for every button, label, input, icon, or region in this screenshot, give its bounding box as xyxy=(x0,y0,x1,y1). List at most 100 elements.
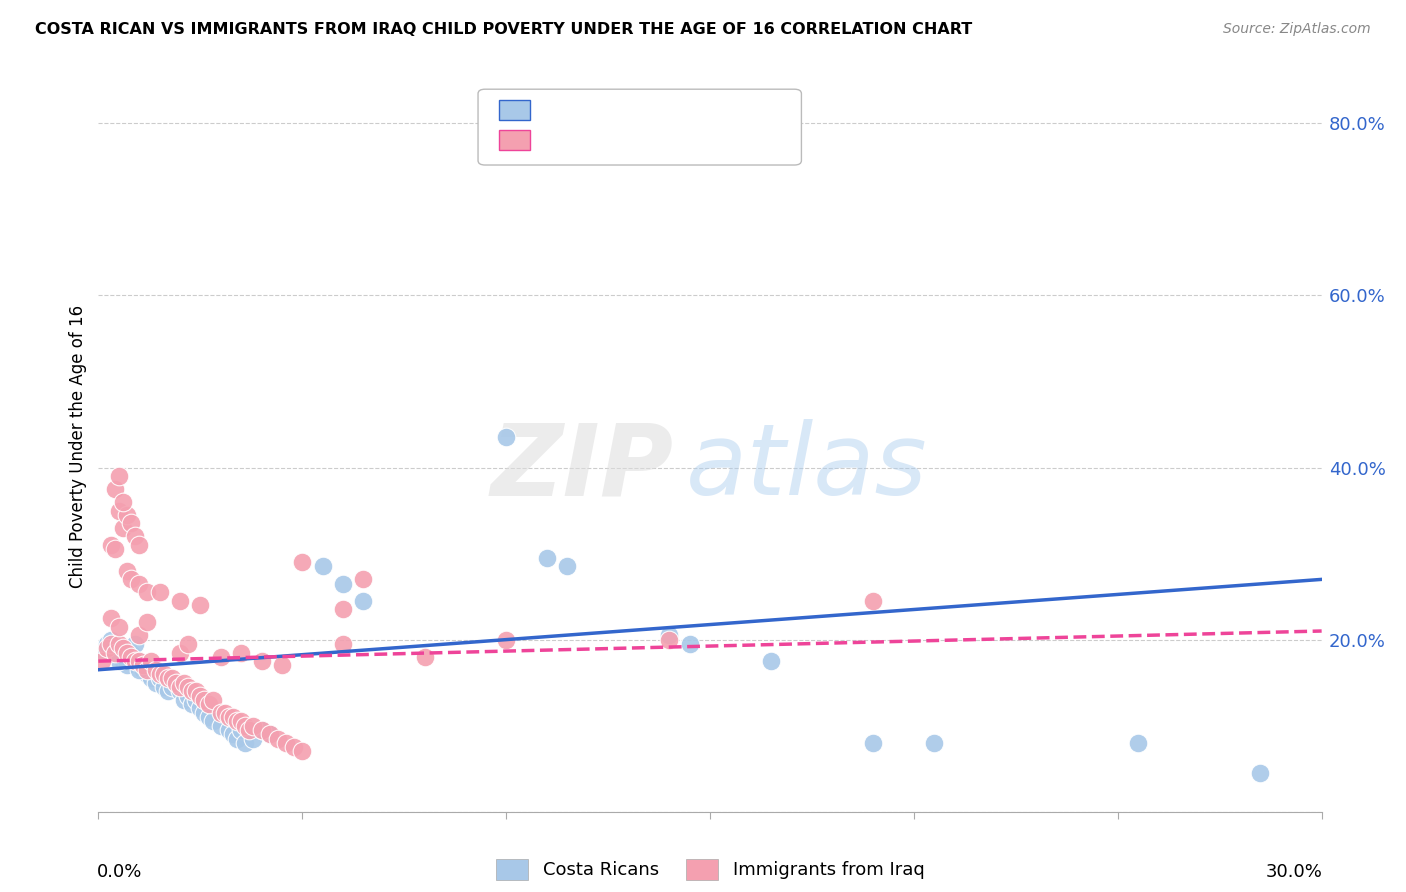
Point xyxy=(136,615,159,630)
Point xyxy=(332,602,354,616)
Point xyxy=(761,654,783,668)
Point xyxy=(201,714,224,729)
Point xyxy=(115,508,138,522)
Point xyxy=(169,594,191,608)
Point xyxy=(188,598,212,612)
Point xyxy=(108,503,131,517)
Point xyxy=(922,736,945,750)
Point xyxy=(291,555,314,569)
Point xyxy=(160,680,183,694)
Point xyxy=(128,654,150,668)
Point xyxy=(120,646,142,660)
Point xyxy=(862,594,884,608)
Point xyxy=(169,646,191,660)
Point xyxy=(124,529,146,543)
Text: 0.0%: 0.0% xyxy=(97,863,142,881)
Point xyxy=(141,671,163,685)
Point xyxy=(352,594,374,608)
Point xyxy=(128,663,150,677)
Point xyxy=(259,727,281,741)
Point xyxy=(536,550,558,565)
Point xyxy=(233,719,256,733)
Point xyxy=(209,706,232,720)
Point xyxy=(156,671,179,685)
Point xyxy=(352,573,374,587)
Point xyxy=(270,658,294,673)
Point xyxy=(177,637,200,651)
Point xyxy=(679,637,702,651)
Point xyxy=(145,675,167,690)
Point xyxy=(186,693,208,707)
Point xyxy=(658,628,681,642)
Point xyxy=(222,727,245,741)
Point xyxy=(250,723,273,737)
Point xyxy=(124,637,146,651)
Point xyxy=(197,697,219,711)
Point xyxy=(312,559,335,574)
Point xyxy=(165,675,187,690)
Point xyxy=(226,714,249,729)
Point xyxy=(136,667,159,681)
Point xyxy=(108,649,131,664)
Point xyxy=(658,632,681,647)
Point xyxy=(104,542,127,557)
Point xyxy=(145,663,167,677)
Point xyxy=(283,740,305,755)
Point xyxy=(104,646,127,660)
Point xyxy=(238,723,260,737)
Point xyxy=(152,680,174,694)
Point xyxy=(267,731,290,746)
Point xyxy=(115,646,138,660)
Text: R = 0.033   N = 79: R = 0.033 N = 79 xyxy=(538,131,709,149)
Point xyxy=(115,658,138,673)
Point xyxy=(242,731,264,746)
Point xyxy=(218,723,240,737)
Point xyxy=(128,654,150,668)
Point xyxy=(128,538,150,552)
Point xyxy=(124,654,146,668)
Point xyxy=(165,675,187,690)
Point xyxy=(231,646,253,660)
Legend: Costa Ricans, Immigrants from Iraq: Costa Ricans, Immigrants from Iraq xyxy=(488,852,932,887)
Point xyxy=(177,689,200,703)
Point xyxy=(108,637,131,651)
Point xyxy=(149,667,172,681)
Point xyxy=(218,710,240,724)
Point xyxy=(214,706,236,720)
Point xyxy=(141,654,163,668)
Point xyxy=(181,684,204,698)
Point xyxy=(193,706,215,720)
Point xyxy=(201,693,224,707)
Point xyxy=(862,736,884,750)
Point xyxy=(108,654,131,668)
Point xyxy=(233,736,256,750)
Point xyxy=(173,675,195,690)
Point xyxy=(115,564,138,578)
Point xyxy=(111,521,134,535)
Point xyxy=(495,632,517,647)
Point xyxy=(120,573,142,587)
Point xyxy=(259,727,281,741)
Point xyxy=(100,637,122,651)
Point xyxy=(332,637,354,651)
Point xyxy=(169,680,191,694)
Point xyxy=(250,723,273,737)
Point xyxy=(136,585,159,599)
Point xyxy=(557,559,579,574)
Text: Source: ZipAtlas.com: Source: ZipAtlas.com xyxy=(1223,22,1371,37)
Point xyxy=(108,469,131,483)
Point xyxy=(111,654,134,668)
Point xyxy=(495,430,517,444)
Point xyxy=(120,649,142,664)
Point xyxy=(1128,736,1150,750)
Point xyxy=(111,495,134,509)
Point xyxy=(181,697,204,711)
Point xyxy=(274,736,297,750)
Point xyxy=(1249,766,1271,780)
Point xyxy=(197,710,219,724)
Point xyxy=(209,719,232,733)
Point xyxy=(132,658,155,673)
Point xyxy=(111,641,134,656)
Point xyxy=(132,663,155,677)
Text: R = 0.108   N = 52: R = 0.108 N = 52 xyxy=(538,101,709,119)
